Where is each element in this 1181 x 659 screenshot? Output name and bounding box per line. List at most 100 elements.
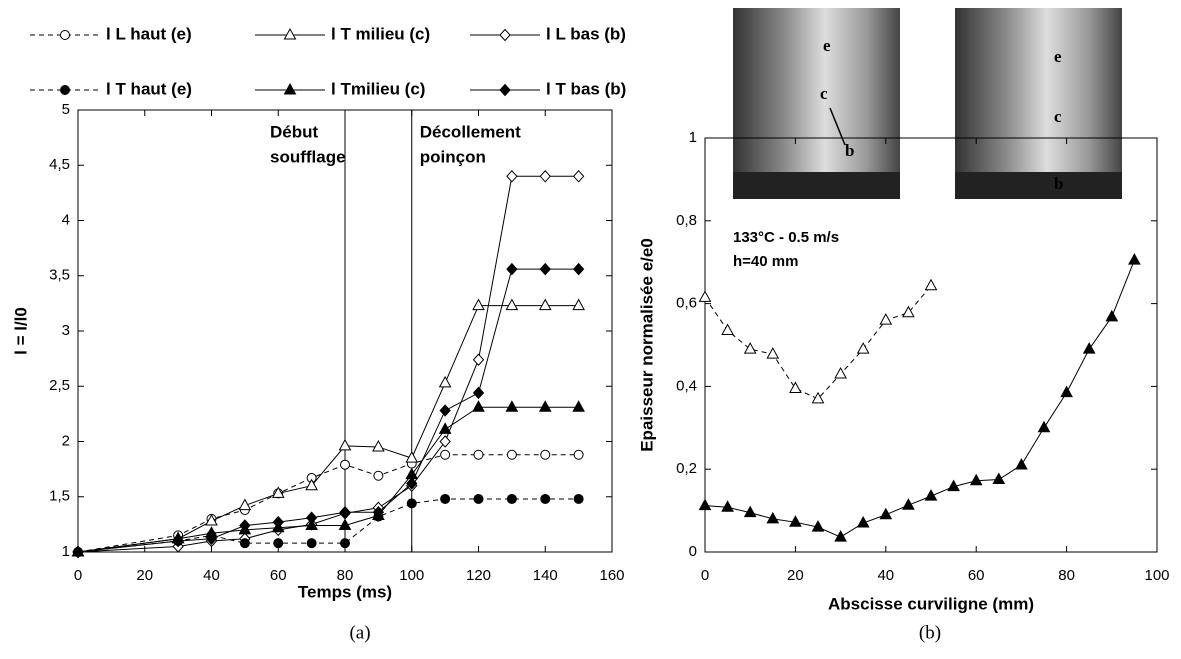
x-tick-label: 80	[1058, 567, 1075, 584]
marker	[969, 473, 983, 486]
marker	[60, 85, 70, 95]
x-axis-label: Temps (ms)	[298, 582, 392, 601]
marker	[743, 505, 757, 518]
marker	[766, 511, 780, 524]
x-tick-label: 140	[533, 567, 558, 584]
x-tick-label: 0	[701, 567, 709, 584]
marker	[205, 532, 218, 545]
marker	[573, 493, 584, 504]
marker	[506, 449, 517, 460]
marker	[306, 538, 317, 549]
annotation: soufflage	[270, 147, 346, 166]
photo-frame	[955, 8, 1122, 199]
y-tick-label: 0	[689, 543, 697, 560]
marker	[372, 439, 385, 452]
marker	[1105, 309, 1119, 322]
marker	[856, 342, 870, 354]
y-axis-label: Epaisseur normalisée e/e0	[637, 238, 656, 452]
marker	[721, 500, 734, 512]
legend-label: l T milieu (c)	[331, 24, 430, 43]
caption: (a)	[349, 622, 370, 643]
x-tick-label: 20	[787, 567, 804, 584]
marker	[572, 298, 585, 311]
marker	[472, 298, 485, 311]
x-tick-label: 40	[877, 567, 894, 584]
photo: e c b	[955, 8, 1122, 199]
series-line	[77, 268, 579, 553]
chart: 0 20 40 60 80 100 0 0,2 0,4 0,6 0,8 1 Abscisse curvi…	[637, 129, 1169, 643]
marker	[239, 519, 251, 532]
legend-label: l L bas (b)	[546, 24, 626, 43]
marker	[506, 493, 517, 504]
marker	[856, 515, 870, 528]
annotation: 133°C - 0.5 m/s	[733, 229, 839, 246]
photo-base	[733, 172, 900, 199]
y-tick-label: 2,5	[49, 377, 70, 394]
marker	[573, 449, 584, 460]
marker	[1128, 253, 1141, 265]
series-line	[77, 175, 579, 553]
chart: 0 20 40 60 80 100 120 140 160 1 1,5 2 2,5 3 3,5 4 4,5 5 Te…	[11, 24, 626, 643]
legend-label: l T bas (b)	[546, 79, 626, 98]
annotation: Décollement	[420, 122, 521, 141]
series-line	[77, 406, 579, 553]
marker	[338, 438, 352, 451]
marker	[506, 262, 518, 276]
marker	[273, 538, 284, 549]
marker	[473, 493, 484, 504]
marker	[172, 534, 184, 548]
marker	[438, 375, 452, 388]
marker	[440, 493, 451, 504]
x-tick-label: 80	[337, 567, 354, 584]
y-tick-label: 0,2	[676, 460, 697, 477]
series-line	[704, 285, 932, 400]
photo: e c b	[733, 8, 900, 199]
marker	[811, 520, 825, 532]
marker	[438, 422, 452, 434]
marker	[538, 400, 552, 412]
marker	[339, 505, 351, 519]
marker	[539, 170, 551, 183]
marker	[902, 305, 915, 318]
marker	[205, 514, 218, 526]
annotation: h=40 mm	[733, 253, 798, 270]
annotation: poinçon	[420, 147, 486, 166]
y-axis-label: l = l/l0	[11, 307, 30, 355]
marker	[505, 400, 519, 412]
marker	[440, 449, 451, 460]
marker	[721, 323, 734, 336]
marker	[834, 530, 847, 542]
marker	[789, 515, 802, 527]
marker	[505, 298, 519, 311]
y-tick-label: 2	[62, 432, 70, 449]
series-line	[77, 305, 579, 553]
plot-frame	[704, 137, 1158, 553]
photo-label: b	[1054, 174, 1063, 193]
marker	[540, 449, 551, 460]
marker	[60, 30, 70, 40]
marker	[879, 507, 893, 520]
caption: (b)	[919, 622, 941, 643]
marker	[698, 498, 712, 511]
marker	[283, 27, 297, 40]
marker	[272, 515, 284, 529]
marker	[1082, 342, 1096, 354]
photo-label: e	[1054, 47, 1062, 66]
marker	[902, 498, 915, 510]
series-line	[704, 259, 1135, 538]
x-tick-label: 40	[203, 567, 220, 584]
marker	[1015, 458, 1028, 470]
x-tick-label: 20	[136, 567, 153, 584]
marker	[992, 472, 1006, 485]
marker	[572, 170, 585, 183]
marker	[439, 435, 451, 448]
marker	[472, 386, 485, 400]
marker	[472, 400, 485, 412]
y-tick-label: 3,5	[49, 267, 70, 284]
marker	[338, 518, 352, 530]
photo-frame	[733, 8, 900, 199]
y-tick-label: 0,4	[676, 377, 697, 394]
marker	[239, 538, 250, 549]
marker	[789, 381, 802, 393]
marker	[924, 489, 938, 501]
